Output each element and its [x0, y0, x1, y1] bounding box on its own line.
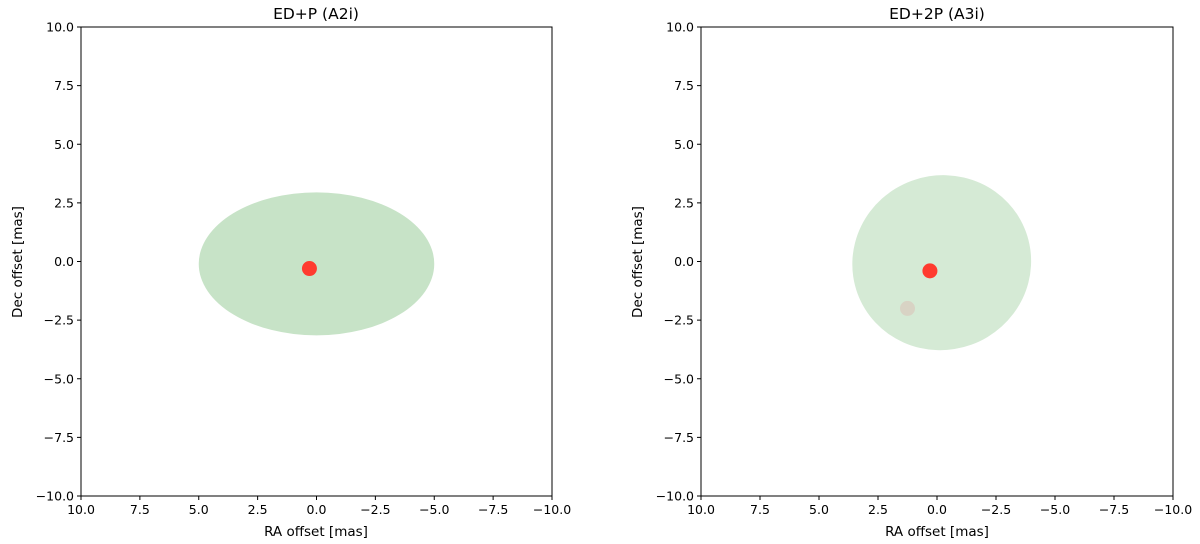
panel-right-ytick-label-0: 10.0 [666, 20, 694, 35]
panel-left-ytick-label-6: −5.0 [44, 371, 74, 386]
panel-left-title: ED+P (A2i) [273, 5, 359, 23]
panel-left-plot-area: 10.0 7.5 5.0 2.5 0.0 −2.5 −5.0 −7.5 −10.010.07.5… [36, 20, 572, 518]
panel-right-point-1 [922, 263, 938, 279]
panel-left-ytick-label-3: 2.5 [54, 195, 74, 210]
panel-right-plot-area: 10.0 7.5 5.0 2.5 0.0 −2.5 −5.0 −7.5 −10.010.07.5… [656, 20, 1193, 518]
panel-left-xtick-label-6: −5.0 [419, 502, 449, 517]
panel-right-ytick-label-1: 7.5 [674, 78, 694, 93]
panel-right-ytick-label-3: 2.5 [674, 195, 694, 210]
panel-right-ellipse-0 [852, 175, 1032, 351]
panel-left-ytick-label-8: −10.0 [36, 489, 74, 504]
panel-left-xtick-label-8: −10.0 [533, 502, 571, 517]
panel-left-ytick-label-5: −2.5 [44, 313, 74, 328]
panel-right-ytick-label-2: 5.0 [674, 137, 694, 152]
panel-left-xtick-label-2: 5.0 [189, 502, 209, 517]
panel-right-ytick-label-6: −5.0 [664, 371, 694, 386]
panel-right: ED+2P (A3i) RA offset [mas] Dec offset [… [630, 5, 1192, 540]
panel-left-ytick-label-4: 0.0 [54, 254, 74, 269]
panel-left-point-0 [301, 261, 317, 277]
panel-right-xtick-label-2: 5.0 [809, 502, 829, 517]
panel-left-xtick-label-4: 0.0 [307, 502, 327, 517]
panel-right-point-0 [900, 300, 915, 316]
panel-left-xlabel: RA offset [mas] [264, 524, 368, 540]
panel-right-xtick-label-0: 10.0 [687, 502, 715, 517]
panel-right-ylabel: Dec offset [mas] [630, 206, 646, 318]
panel-left-ellipse-0 [198, 192, 435, 336]
panel-left-xtick-label-0: 10.0 [67, 502, 95, 517]
panel-right-ytick-label-4: 0.0 [674, 254, 694, 269]
panel-right-xtick-label-4: 0.0 [927, 502, 947, 517]
panel-left-ytick-label-0: 10.0 [46, 20, 74, 35]
panel-left-ytick-label-1: 7.5 [54, 78, 74, 93]
panel-left: ED+P (A2i) RA offset [mas] Dec offset [m… [10, 5, 571, 540]
panel-right-xtick-label-1: 7.5 [750, 502, 770, 517]
panel-right-ytick-label-8: −10.0 [656, 489, 694, 504]
panel-right-xlabel: RA offset [mas] [885, 524, 989, 540]
panel-left-ytick-label-7: −7.5 [44, 430, 74, 445]
panel-right-xtick-label-6: −5.0 [1040, 502, 1070, 517]
panel-right-ytick-label-5: −2.5 [664, 313, 694, 328]
panel-right-xtick-label-7: −7.5 [1099, 502, 1129, 517]
panel-right-title: ED+2P (A3i) [889, 5, 985, 23]
panel-left-ylabel: Dec offset [mas] [10, 206, 26, 318]
panel-left-xtick-label-1: 7.5 [130, 502, 150, 517]
panel-left-xtick-label-7: −7.5 [478, 502, 508, 517]
panel-right-xtick-label-3: 2.5 [868, 502, 888, 517]
panel-left-xtick-label-5: −2.5 [360, 502, 390, 517]
panel-right-xtick-label-5: −2.5 [981, 502, 1011, 517]
panel-right-xtick-label-8: −10.0 [1154, 502, 1192, 517]
panel-left-ytick-label-2: 5.0 [54, 137, 74, 152]
panel-left-xtick-label-3: 2.5 [248, 502, 268, 517]
panel-right-ytick-label-7: −7.5 [664, 430, 694, 445]
